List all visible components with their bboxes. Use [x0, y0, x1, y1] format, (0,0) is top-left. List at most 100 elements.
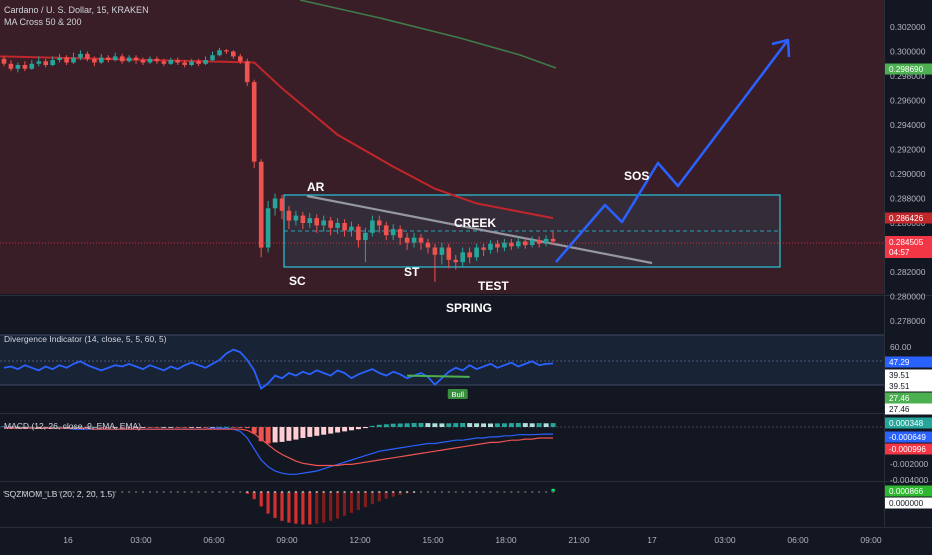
macd-histogram-bar: [502, 423, 507, 427]
sqz-dot: [441, 491, 443, 493]
macd-histogram-bar: [168, 427, 173, 428]
annotation-ar[interactable]: AR: [307, 180, 325, 194]
annotation-creek[interactable]: CREEK: [454, 216, 496, 230]
sqz-momentum-bar: [301, 492, 304, 524]
candle-body: [314, 218, 319, 225]
candle-body: [189, 61, 194, 65]
macd-tag: 0.000348: [889, 419, 924, 428]
candle-body: [266, 208, 271, 247]
price-tick-label: 0.294000: [890, 120, 926, 130]
sqz-dot: [316, 491, 318, 493]
time-tick-label: 21:00: [568, 535, 590, 545]
time-tick-label: 12:00: [349, 535, 371, 545]
ma-indicator-label[interactable]: MA Cross 50 & 200: [4, 17, 82, 27]
sqz-dot: [510, 491, 512, 493]
candle-body: [113, 56, 118, 60]
candle-body: [127, 58, 132, 62]
candle-body: [384, 225, 389, 235]
sqz-momentum-bar: [385, 492, 388, 499]
macd-histogram-bar: [175, 427, 180, 428]
price-tag-ma50: 0.286426: [889, 214, 924, 223]
candle-body: [148, 59, 153, 63]
sqz-dot: [503, 491, 505, 493]
time-tick-label: 03:00: [130, 535, 152, 545]
candle-body: [467, 252, 472, 257]
macd-histogram-bar: [141, 427, 146, 428]
annotation-st[interactable]: ST: [404, 265, 420, 279]
sqz-dot: [205, 491, 207, 493]
price-tick-label: 0.302000: [890, 22, 926, 32]
sqz-dot: [351, 491, 353, 493]
macd-tag: -0.000649: [889, 433, 926, 442]
macd-histogram-bar: [349, 427, 354, 430]
macd-histogram-bar: [321, 427, 326, 435]
divergence-tag: 27.46: [889, 405, 910, 414]
candle-body: [328, 221, 333, 228]
macd-histogram-bar: [544, 423, 549, 427]
sqz-dot: [399, 491, 401, 493]
annotation-spring[interactable]: SPRING: [446, 301, 492, 315]
divergence-tag: 39.51: [889, 382, 910, 391]
price-tick-label: 0.300000: [890, 47, 926, 57]
macd-histogram-bar: [328, 427, 333, 434]
sqz-momentum-bar: [364, 492, 367, 507]
macd-tick-label: -0.002000: [890, 459, 929, 469]
candle-body: [321, 221, 326, 226]
candle-body: [398, 229, 403, 238]
sqz-momentum-bar: [287, 492, 290, 523]
candle-body: [363, 233, 368, 240]
sqz-momentum-bar: [253, 492, 256, 499]
annotation-test[interactable]: TEST: [478, 279, 509, 293]
macd-histogram-bar: [432, 423, 437, 427]
divergence-title[interactable]: Divergence Indicator (14, close, 5, 5, 6…: [4, 334, 167, 344]
candle-body: [301, 216, 306, 223]
macd-histogram-bar: [446, 423, 451, 427]
price-tag-countdown: 04:57: [889, 248, 910, 257]
macd-histogram-bar: [224, 427, 229, 428]
macd-histogram-bar: [280, 427, 285, 442]
macd-histogram-bar: [154, 427, 159, 428]
candle-body: [182, 63, 187, 65]
sqz-dot: [184, 491, 186, 493]
candle-body: [217, 50, 222, 55]
macd-histogram-bar: [516, 423, 521, 427]
annotation-sos[interactable]: SOS: [624, 169, 649, 183]
sqz-tag: 0.000866: [889, 487, 924, 496]
divergence-tick-label: 60.00: [890, 342, 912, 352]
sqzmom-title[interactable]: SQZMOM_LB (20, 2, 20, 1.5): [4, 489, 115, 499]
sqz-dot: [281, 491, 283, 493]
candle-body: [85, 54, 90, 59]
macd-histogram-bar: [453, 423, 458, 427]
sqz-dot: [135, 491, 137, 493]
sqz-dot: [469, 491, 471, 493]
macd-title[interactable]: MACD (12, 26, close, 9, EMA, EMA): [4, 421, 141, 431]
sqz-dot: [295, 491, 297, 493]
candle-body: [30, 64, 35, 69]
time-tick-label: 17: [647, 535, 657, 545]
candle-body: [245, 61, 250, 82]
candle-body: [141, 60, 146, 63]
sqz-dot: [357, 491, 359, 493]
time-tick-label: 06:00: [203, 535, 225, 545]
sqz-dot: [170, 491, 172, 493]
sqz-dot: [156, 491, 158, 493]
sqz-momentum-bar: [280, 492, 283, 521]
candle-body: [273, 199, 278, 209]
price-tick-label: 0.278000: [890, 316, 926, 326]
candle-body: [92, 59, 97, 63]
time-tick-label: 03:00: [714, 535, 736, 545]
candle-body: [308, 218, 313, 223]
sqz-momentum-bar: [336, 492, 339, 519]
price-tick-label: 0.280000: [890, 292, 926, 302]
annotation-sc[interactable]: SC: [289, 274, 306, 288]
symbol-title[interactable]: Cardano / U. S. Dollar, 15, KRAKEN: [4, 5, 149, 15]
macd-histogram-bar: [196, 427, 201, 428]
candle-body: [43, 61, 48, 65]
candle-body: [259, 162, 264, 248]
candle-body: [9, 64, 14, 69]
candle-body: [78, 54, 83, 58]
macd-histogram-bar: [238, 427, 243, 428]
sqz-dot: [371, 491, 373, 493]
